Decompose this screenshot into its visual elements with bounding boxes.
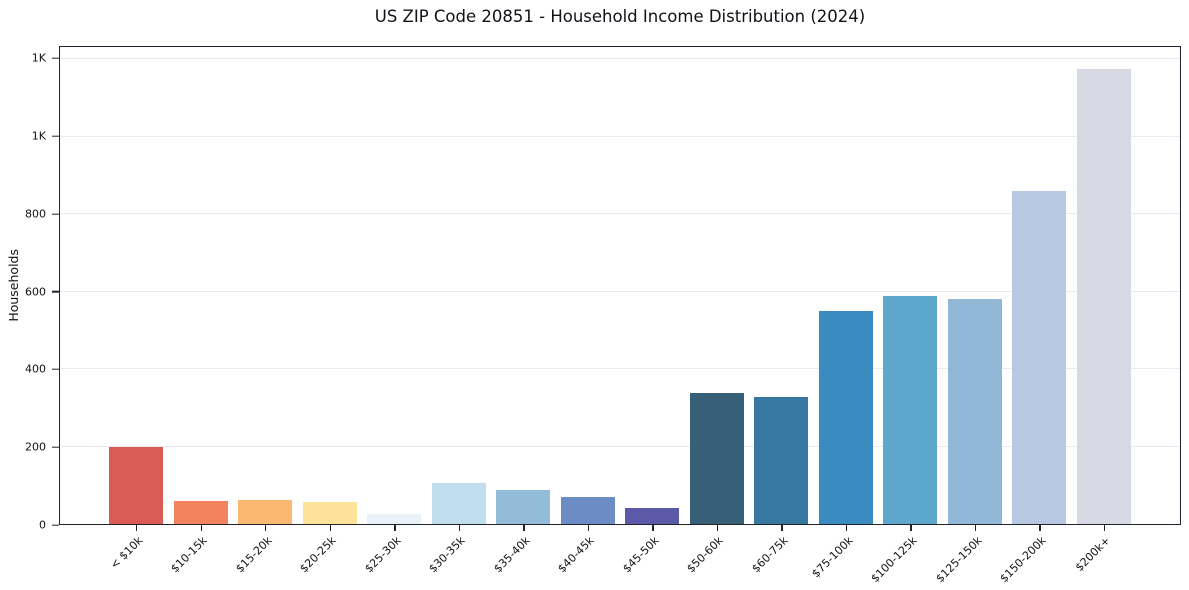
- x-tick-label: $200k+: [1073, 534, 1114, 575]
- y-tick-mark: [52, 446, 59, 448]
- bar-cell: $30-35k: [427, 47, 486, 575]
- y-tick-label: 800: [25, 207, 46, 221]
- x-tick-mark: [523, 525, 525, 531]
- x-tick-mark: [716, 525, 719, 531]
- bar: [754, 397, 809, 524]
- x-tick-label: $75-100k: [808, 534, 856, 581]
- y-tick-mark: [52, 368, 59, 371]
- y-tick-label: 600: [25, 285, 46, 299]
- bar-cell: $200k+: [1073, 47, 1131, 574]
- bar: [173, 500, 228, 524]
- y-tick-mark: [52, 213, 59, 215]
- bar-cell: $150-200k: [997, 47, 1067, 585]
- x-tick-label: $60-75k: [749, 534, 791, 576]
- x-tick-label: $25-30k: [362, 534, 404, 576]
- plot-area: < $10k $10-15k $15-20k $20-25k $25-30k $30-35…: [59, 46, 1181, 585]
- bar-cell: $15-20k: [233, 47, 293, 575]
- bar-cell: < $10k: [108, 47, 163, 572]
- x-tick-label: $125-150k: [932, 534, 985, 586]
- x-tick-mark: [136, 525, 138, 531]
- y-tick-label: 1K: [31, 129, 46, 143]
- x-tick-label: $100-125k: [868, 534, 920, 586]
- gridline: [60, 290, 1180, 292]
- bar-cell: $100-125k: [868, 47, 938, 585]
- x-tick-mark: [974, 525, 977, 531]
- y-tick-mark: [52, 57, 59, 60]
- gridline: [60, 213, 1180, 215]
- bar: [1076, 69, 1131, 524]
- gridline: [60, 135, 1180, 137]
- x-tick-label: $20-25k: [297, 534, 339, 576]
- x-tick-label: $10-15k: [168, 534, 210, 576]
- x-tick-mark: [910, 525, 912, 531]
- x-tick-mark: [394, 525, 396, 531]
- bar-cell: $25-30k: [362, 47, 422, 575]
- bar: [109, 446, 163, 524]
- bar-cell: $40-45k: [556, 47, 615, 575]
- bar-cell: $45-50k: [620, 47, 680, 575]
- y-axis-ticks: 0 200 400 600 800 1K 1K: [0, 46, 59, 532]
- y-tick-label: 0: [39, 518, 46, 532]
- x-tick-label: $15-20k: [232, 534, 275, 576]
- gridline: [60, 58, 1180, 60]
- chart-title: US ZIP Code 20851 - Household Income Dis…: [374, 7, 866, 26]
- bars-container: < $10k $10-15k $15-20k $20-25k $25-30k $30-35…: [60, 47, 1180, 585]
- y-tick-label: 1K: [31, 51, 46, 65]
- x-tick-mark: [781, 525, 783, 531]
- x-tick-label: $40-45k: [555, 534, 597, 576]
- bar: [1012, 190, 1067, 524]
- bar-cell: $75-100k: [809, 47, 873, 580]
- bar: [367, 514, 422, 524]
- bar-cell: $35-40k: [491, 47, 551, 575]
- bar-cell: $50-60k: [685, 47, 744, 575]
- bar: [431, 483, 486, 524]
- bar: [947, 299, 1002, 524]
- bar-cell: $60-75k: [749, 47, 809, 575]
- x-tick-mark: [652, 525, 654, 531]
- bar-cell: $20-25k: [298, 47, 357, 575]
- x-tick-label: < $10k: [107, 534, 146, 572]
- bar: [560, 496, 615, 524]
- bar: [689, 392, 744, 524]
- x-tick-mark: [587, 525, 590, 531]
- x-tick-mark: [200, 525, 202, 531]
- y-tick-mark: [52, 524, 59, 526]
- y-tick-label: 200: [25, 440, 46, 454]
- y-tick-mark: [52, 291, 59, 293]
- y-tick-mark: [52, 135, 59, 137]
- gridline: [60, 445, 1180, 447]
- bar: [818, 311, 873, 524]
- bar: [238, 500, 293, 524]
- x-tick-label: $30-35k: [426, 534, 468, 576]
- x-tick-label: $150-200k: [997, 534, 1049, 586]
- bar: [496, 489, 551, 524]
- x-tick-mark: [1039, 525, 1041, 531]
- x-tick-mark: [458, 525, 461, 531]
- x-tick-mark: [845, 525, 848, 531]
- bar: [625, 507, 680, 524]
- x-tick-mark: [265, 525, 267, 531]
- gridline: [60, 368, 1180, 370]
- x-tick-mark: [1103, 525, 1106, 531]
- bar: [302, 502, 357, 524]
- y-tick-label: 400: [25, 362, 46, 376]
- x-tick-label: $35-40k: [491, 534, 533, 576]
- bar-cell: $10-15k: [168, 47, 228, 575]
- x-tick-label: $50-60k: [684, 534, 726, 576]
- x-tick-label: $45-50k: [620, 534, 662, 576]
- bar: [883, 296, 938, 524]
- bar-cell: $125-150k: [933, 47, 1002, 585]
- x-tick-mark: [329, 525, 331, 531]
